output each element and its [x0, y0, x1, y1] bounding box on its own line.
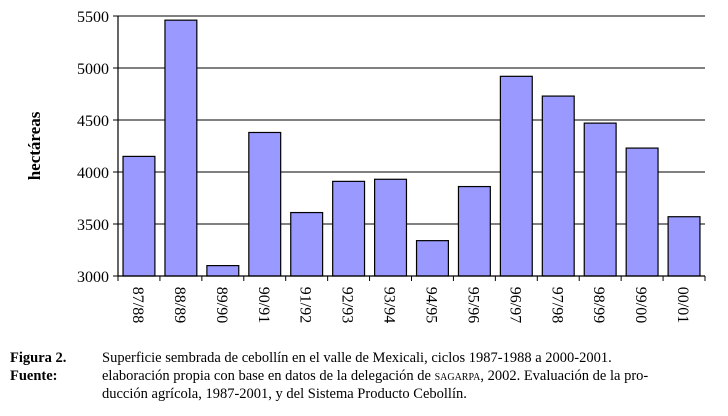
- figure-caption-row: Figura 2. Superficie sembrada de cebollí…: [10, 349, 722, 367]
- bar-98-99: [583, 122, 617, 277]
- x-tick-label: 95/96: [464, 287, 481, 323]
- axes: [113, 15, 706, 281]
- x-tick-label: 91/92: [297, 287, 314, 323]
- x-tick-label: 93/94: [381, 287, 398, 323]
- x-tick-label: 88/89: [171, 287, 188, 323]
- y-axis-label: hectáreas: [25, 111, 44, 180]
- y-tick-label: 5500: [77, 9, 109, 26]
- source-text-before: elaboración propia con base en datos de …: [102, 368, 435, 384]
- bar-90-91: [248, 131, 282, 277]
- bar-00-01: [667, 216, 701, 277]
- source-label: Fuente:: [10, 368, 58, 384]
- figure-caption: Figura 2. Superficie sembrada de cebollí…: [10, 349, 722, 403]
- source-text-line2: ducción agrícola, 1987-2001, y del Siste…: [102, 386, 467, 402]
- gridlines: [118, 15, 705, 225]
- y-tick-label: 3000: [77, 269, 109, 286]
- x-tick-label: 96/97: [506, 287, 523, 323]
- x-tick-label: 00/01: [674, 287, 691, 323]
- x-tick-label: 97/98: [548, 287, 565, 323]
- source-text: elaboración propia con base en datos de …: [102, 367, 722, 385]
- x-tick-labels: 87/88 88/89 89/90 90/91 91/92 92/93 93/94 94/95…: [129, 287, 691, 323]
- figure-text: Superficie sembrada de cebollín en el va…: [102, 350, 612, 366]
- bar-95-96: [457, 185, 491, 277]
- bar-92-93: [332, 180, 366, 277]
- y-tick-label: 4000: [77, 165, 109, 182]
- bar-97-98: [541, 95, 575, 277]
- source-agency: sagarpa: [434, 368, 481, 384]
- bar-88-89: [164, 19, 198, 277]
- y-tick-label: 4500: [77, 113, 109, 130]
- bar-94-95: [415, 240, 449, 277]
- x-tick-label: 94/95: [422, 287, 439, 323]
- x-tick-label: 92/93: [339, 287, 356, 323]
- x-tick-label: 87/88: [129, 287, 146, 323]
- source-caption-row: Fuente: elaboración propia con base en d…: [10, 367, 722, 385]
- bar-chart: 3000 3500 4000 4500 5000 5500 87/88 88/89 89/90…: [25, 9, 706, 323]
- y-tick-labels: 3000 3500 4000 4500 5000 5500: [77, 9, 109, 286]
- x-tick-label: 99/00: [632, 287, 649, 323]
- bars: [122, 19, 701, 277]
- x-tick-label: 90/91: [255, 287, 272, 323]
- figure-label: Figura 2.: [10, 350, 67, 366]
- x-tick-label: 98/99: [590, 287, 607, 323]
- bar-96-97: [499, 75, 533, 277]
- bar-91-92: [290, 211, 324, 277]
- bar-89-90: [206, 265, 240, 277]
- bar-99-00: [625, 147, 659, 277]
- bar-87-88: [122, 155, 156, 277]
- y-tick-label: 3500: [77, 217, 109, 234]
- y-tick-label: 5000: [77, 61, 109, 78]
- source-text-after: , 2002. Evaluación de la pro-: [480, 368, 649, 384]
- x-tick-label: 89/90: [213, 287, 230, 323]
- bar-93-94: [374, 178, 408, 277]
